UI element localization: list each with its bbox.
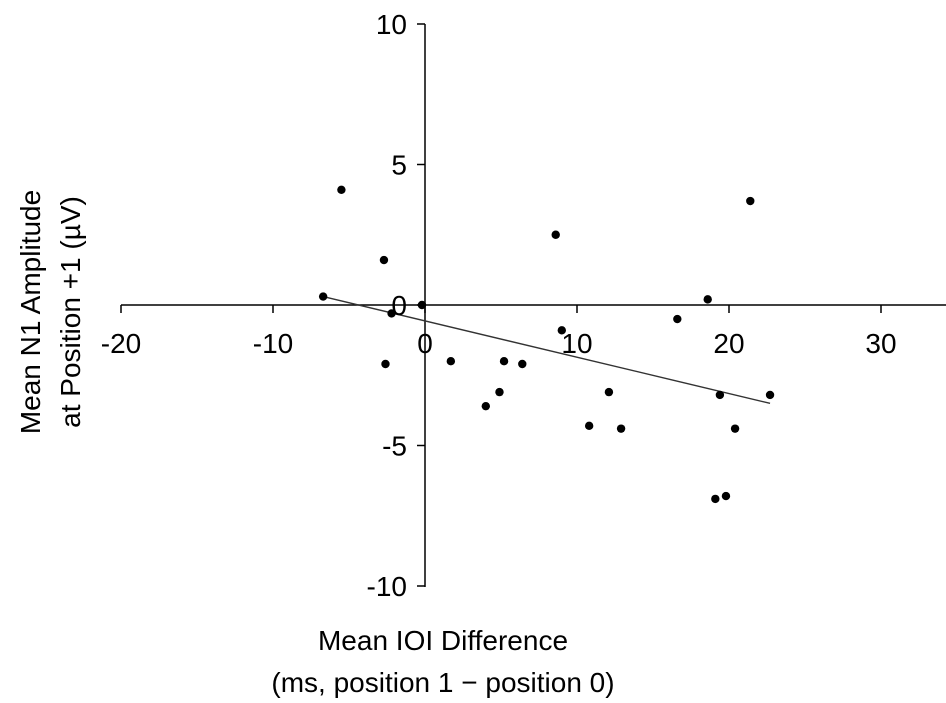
x-tick-label: 20 bbox=[713, 328, 744, 359]
data-point bbox=[604, 387, 614, 397]
data-point bbox=[379, 255, 389, 265]
x-tick-label: -20 bbox=[101, 328, 141, 359]
data-point bbox=[518, 359, 527, 369]
fit-line-group bbox=[322, 295, 771, 405]
data-point bbox=[616, 424, 626, 433]
data-points bbox=[318, 185, 775, 504]
data-point bbox=[730, 424, 740, 433]
data-point bbox=[446, 357, 456, 366]
data-point bbox=[387, 309, 396, 318]
data-point bbox=[703, 295, 712, 304]
y-tick-label: -5 bbox=[382, 431, 407, 462]
data-point bbox=[417, 300, 427, 310]
y-tick-label: 0 bbox=[391, 290, 407, 321]
axes bbox=[120, 23, 946, 587]
data-point bbox=[721, 491, 731, 501]
data-point bbox=[746, 196, 755, 206]
data-point bbox=[495, 387, 504, 397]
y-tick-label: -10 bbox=[367, 571, 407, 602]
data-point bbox=[551, 230, 560, 239]
data-point bbox=[499, 357, 509, 366]
data-point bbox=[337, 185, 346, 194]
data-point bbox=[481, 401, 490, 411]
regression-line bbox=[322, 295, 771, 405]
x-axis-title-line-2: (ms, position 1 − position 0) bbox=[271, 667, 614, 698]
tick-labels: -20 -10 0 10 20 30 -10 -5 0 5 10 bbox=[101, 9, 897, 602]
data-point bbox=[557, 326, 566, 335]
data-point bbox=[715, 390, 725, 400]
y-axis-title-line-2: at Position +1 (µV) bbox=[55, 196, 86, 428]
data-point bbox=[711, 494, 720, 504]
axis-titles: Mean IOI Difference (ms, position 1 − pos… bbox=[15, 190, 615, 698]
data-point bbox=[318, 292, 328, 301]
y-tick-label: 5 bbox=[391, 150, 407, 181]
x-axis-title-line-1: Mean IOI Difference bbox=[318, 625, 568, 656]
x-tick-label: 0 bbox=[417, 328, 433, 359]
data-point bbox=[584, 421, 594, 431]
x-tick-label: 10 bbox=[561, 328, 592, 359]
data-point bbox=[381, 359, 390, 369]
data-point bbox=[673, 314, 682, 324]
y-axis-title-line-1: Mean N1 Amplitude bbox=[15, 190, 46, 434]
x-tick-label: -10 bbox=[253, 328, 293, 359]
data-point bbox=[765, 390, 775, 400]
y-tick-label: 10 bbox=[376, 9, 407, 40]
x-tick-label: 30 bbox=[865, 328, 896, 359]
